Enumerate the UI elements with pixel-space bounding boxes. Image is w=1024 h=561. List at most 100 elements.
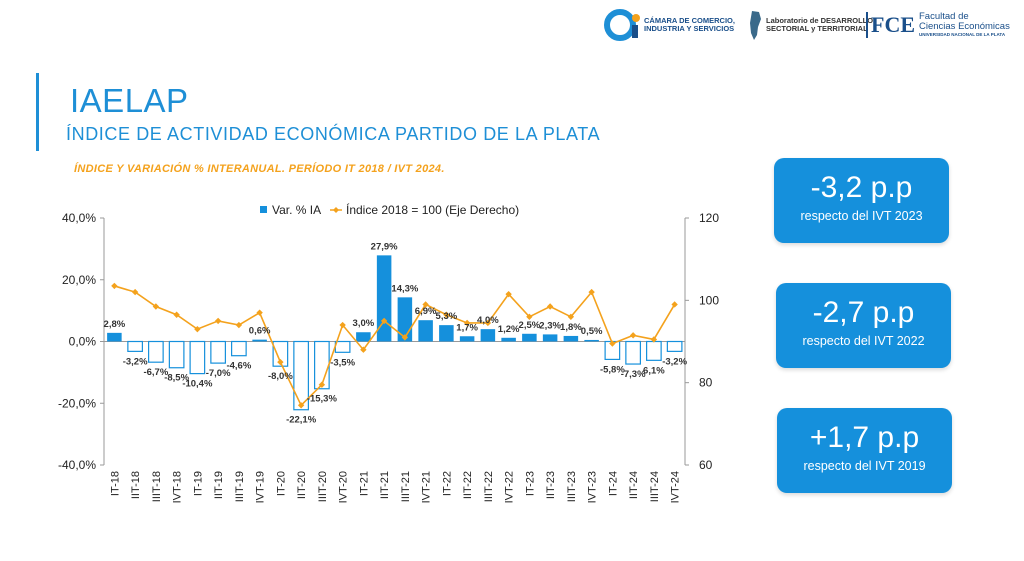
index-point [588, 288, 595, 296]
x-tick-label: IIT-23 [545, 471, 557, 499]
bar-data-label: 2,3% [539, 320, 561, 331]
bar-data-label: 3,0% [353, 318, 375, 329]
x-tick-label: IT-23 [524, 471, 536, 496]
legend-bar-label: Var. % IA [272, 203, 321, 217]
x-tick-label: IVT-18 [172, 471, 184, 503]
y-left-tick-label: 20,0% [62, 273, 96, 287]
bar [666, 340, 683, 352]
bar [480, 329, 496, 342]
bar-data-label: 0,5% [581, 326, 603, 337]
bar-data-label: 2,5% [519, 320, 541, 331]
bar-data-label: -8,0% [268, 371, 293, 382]
index-point [339, 321, 346, 329]
x-tick-label: IIIT-22 [483, 471, 495, 502]
x-tick-label: IT-22 [441, 471, 453, 496]
x-tick-label: IT-19 [192, 471, 204, 496]
bar-data-label: -10,4% [182, 379, 213, 390]
camara-comercio-logo: CÁMARA DE COMERCIO, INDUSTRIA Y SERVICIO… [604, 8, 735, 42]
bar [625, 340, 641, 365]
bar [563, 335, 579, 342]
fce-mark: FCE [866, 12, 915, 38]
stat-card-3-value: +1,7 p.p [809, 421, 920, 454]
y-right-tick-label: 100 [699, 293, 719, 307]
bar [148, 340, 164, 363]
index-point [463, 319, 471, 327]
index-point [629, 332, 637, 339]
bar-data-label: -3,2% [662, 356, 687, 367]
bar [376, 255, 392, 342]
bar [501, 337, 516, 342]
x-tick-label: IT-21 [358, 471, 370, 496]
index-line [114, 285, 676, 407]
y-right-tick-label: 60 [699, 458, 713, 472]
bar-data-label: 5,3% [436, 311, 458, 322]
bar [107, 332, 122, 342]
facultad-line1: Facultad de [919, 11, 969, 22]
index-point [277, 358, 284, 366]
bar-data-label: 1,7% [456, 322, 478, 333]
index-point [526, 313, 533, 320]
index-point [505, 290, 512, 298]
bar-data-label: -3,5% [330, 357, 355, 368]
facultad-line2: Ciencias Económicas [919, 21, 1010, 32]
x-tick-label: IVT-19 [255, 471, 267, 503]
bar-data-label: -5,8% [600, 364, 625, 375]
camara-logo-icon [604, 9, 640, 41]
bar-data-label: 4,0% [477, 315, 499, 326]
x-tick-label: IIIT-24 [649, 471, 661, 502]
index-point [152, 303, 160, 310]
bar [252, 339, 267, 342]
facultad-logo: FCE Facultad de Ciencias Económicas UNIV… [866, 8, 1010, 42]
index-point [609, 340, 616, 347]
index-point [214, 317, 222, 325]
x-tick-label: IIT-21 [379, 471, 391, 499]
bar [459, 336, 475, 342]
y-right-tick-label: 80 [699, 376, 713, 390]
stat-card-3: +1,7 p.p respecto del IVT 2019 [777, 408, 952, 493]
bar [272, 340, 289, 367]
bar-data-label: 6,1% [643, 365, 665, 376]
legend-line-label: Índice 2018 = 100 (Eje Derecho) [346, 202, 519, 217]
facultad-line3: UNIVERSIDAD NACIONAL DE LA PLATA [919, 32, 1006, 37]
legend-line-marker [333, 207, 339, 213]
map-icon [750, 11, 761, 40]
x-tick-label: IVT-22 [504, 471, 516, 503]
laboratorio-logo: Laboratorio de DESARROLLO SECTORIAL y TE… [744, 8, 873, 42]
index-point [256, 309, 263, 316]
bar [356, 332, 371, 342]
index-point [173, 311, 180, 318]
x-tick-label: IIT-19 [213, 471, 225, 499]
index-point [235, 321, 243, 329]
stat-card-1-caption: respecto del IVT 2023 [800, 209, 923, 223]
bar [418, 320, 433, 342]
index-point [546, 303, 554, 310]
bar-data-label: -3,2% [123, 356, 148, 367]
bar [522, 333, 537, 342]
bar-data-label: 0,6% [249, 326, 271, 337]
bar-data-label: 1,2% [498, 324, 520, 335]
x-tick-label: IVT-23 [587, 471, 599, 503]
index-point [484, 319, 492, 327]
y-left-tick-label: 40,0% [62, 211, 96, 225]
stat-card-2: -2,7 p.p respecto del IVT 2022 [776, 283, 951, 368]
y-left-tick-label: 0,0% [69, 335, 97, 349]
bar-data-label: 2,8% [104, 319, 126, 330]
bar [584, 339, 599, 342]
bar-data-label: 14,3% [391, 283, 418, 294]
index-point [567, 313, 575, 320]
bar [127, 340, 143, 352]
x-tick-label: IVT-24 [670, 471, 682, 503]
bar-data-label: -4,6% [226, 361, 251, 372]
bar-data-label: -8,5% [164, 373, 189, 384]
x-tick-label: IT-20 [275, 471, 287, 496]
stat-card-2-value: -2,7 p.p [812, 296, 915, 329]
x-tick-label: IVT-20 [338, 471, 350, 503]
accent-bar [36, 73, 39, 151]
bar-data-label: 1,8% [560, 322, 582, 333]
laboratorio-line2: SECTORIAL y TERRITORIAL [766, 24, 868, 33]
x-tick-label: IIT-18 [130, 471, 142, 499]
bar-data-label: -6,7% [143, 367, 168, 378]
camara-line2: INDUSTRIA Y SERVICIOS [644, 24, 735, 33]
x-tick-label: IIIT-18 [151, 471, 163, 502]
y-right-tick-label: 120 [699, 211, 719, 225]
